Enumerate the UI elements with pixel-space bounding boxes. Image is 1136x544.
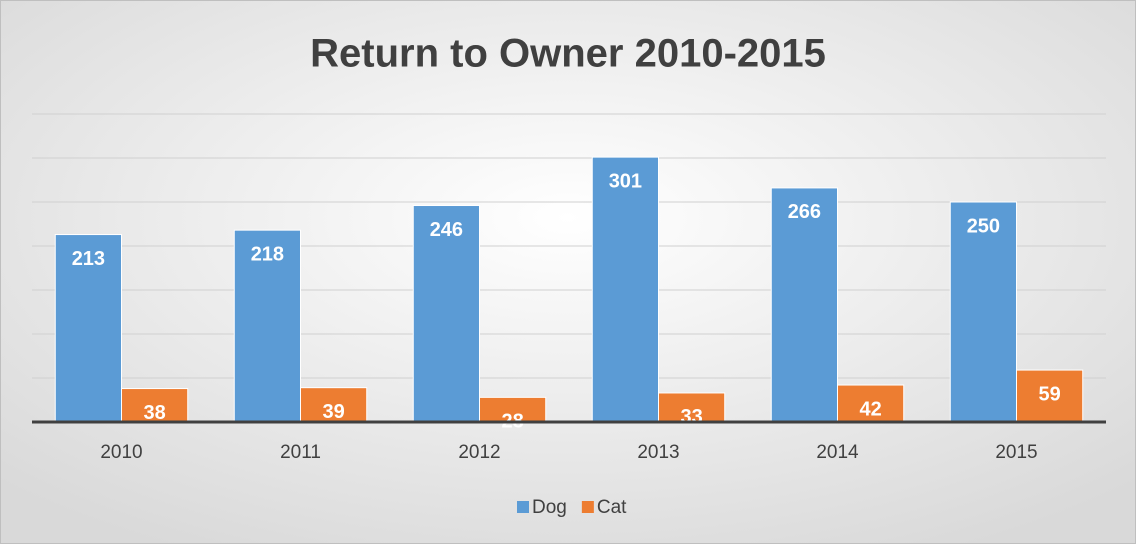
data-label: 39	[322, 401, 344, 423]
x-tick-label: 2011	[280, 442, 321, 463]
x-tick-label: 2015	[995, 442, 1037, 463]
bar	[233, 229, 302, 423]
data-label: 250	[967, 215, 1000, 237]
bar	[591, 156, 660, 423]
data-label: 59	[1038, 383, 1060, 405]
bar	[770, 187, 839, 423]
x-tick-label: 2014	[816, 442, 859, 463]
bar	[54, 234, 123, 423]
data-label: 266	[788, 201, 821, 223]
data-label: 38	[143, 402, 165, 424]
bar	[412, 205, 480, 423]
bar	[1016, 369, 1084, 423]
bar	[837, 384, 905, 423]
x-tick-label: 2010	[100, 442, 142, 463]
x-tick-label: 2012	[458, 442, 500, 463]
bar	[949, 201, 1018, 423]
data-label: 33	[680, 406, 702, 428]
legend-swatch	[581, 501, 594, 513]
legend-label: Cat	[597, 497, 627, 518]
data-label: 218	[251, 243, 284, 265]
data-label: 246	[430, 219, 463, 241]
data-label: 301	[609, 170, 642, 192]
x-tick-label: 2013	[637, 442, 679, 463]
plot: 2010213382011218392012246282013301332014…	[32, 113, 1106, 463]
bar	[658, 392, 726, 423]
bar	[479, 396, 547, 423]
data-label: 42	[859, 398, 881, 420]
data-label: 213	[72, 248, 105, 270]
chart-title: Return to Owner 2010-2015	[310, 32, 826, 76]
legend-swatch	[517, 501, 529, 513]
legend: Dog Cat	[517, 497, 627, 518]
bar	[121, 388, 189, 423]
legend-label: Dog	[532, 497, 567, 518]
